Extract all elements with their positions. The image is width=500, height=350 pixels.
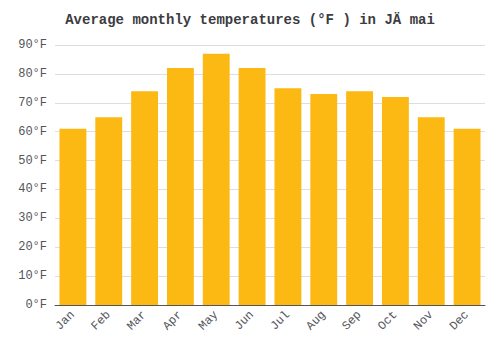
svg-text:Dec: Dec xyxy=(447,308,472,333)
svg-text:Jun: Jun xyxy=(232,308,257,333)
svg-text:Mar: Mar xyxy=(124,308,149,333)
svg-text:30°F: 30°F xyxy=(18,211,47,225)
svg-text:Apr: Apr xyxy=(160,308,185,333)
svg-text:20°F: 20°F xyxy=(18,240,47,254)
svg-text:Jul: Jul xyxy=(268,308,293,333)
svg-text:60°F: 60°F xyxy=(18,125,47,139)
svg-text:Aug: Aug xyxy=(304,308,329,333)
svg-text:Average monthly temperatures (: Average monthly temperatures (°F ) in JÄ… xyxy=(65,12,435,28)
svg-text:0°F: 0°F xyxy=(25,298,47,312)
svg-text:Nov: Nov xyxy=(411,308,436,333)
svg-text:Oct: Oct xyxy=(375,308,400,333)
svg-text:80°F: 80°F xyxy=(18,67,47,81)
svg-text:50°F: 50°F xyxy=(18,154,47,168)
svg-text:10°F: 10°F xyxy=(18,269,47,283)
svg-text:Sep: Sep xyxy=(339,308,364,333)
svg-text:May: May xyxy=(196,308,221,333)
svg-text:40°F: 40°F xyxy=(18,182,47,196)
svg-text:Feb: Feb xyxy=(89,308,114,333)
svg-text:90°F: 90°F xyxy=(18,38,47,52)
svg-text:Jan: Jan xyxy=(53,308,78,333)
svg-text:70°F: 70°F xyxy=(18,96,47,110)
